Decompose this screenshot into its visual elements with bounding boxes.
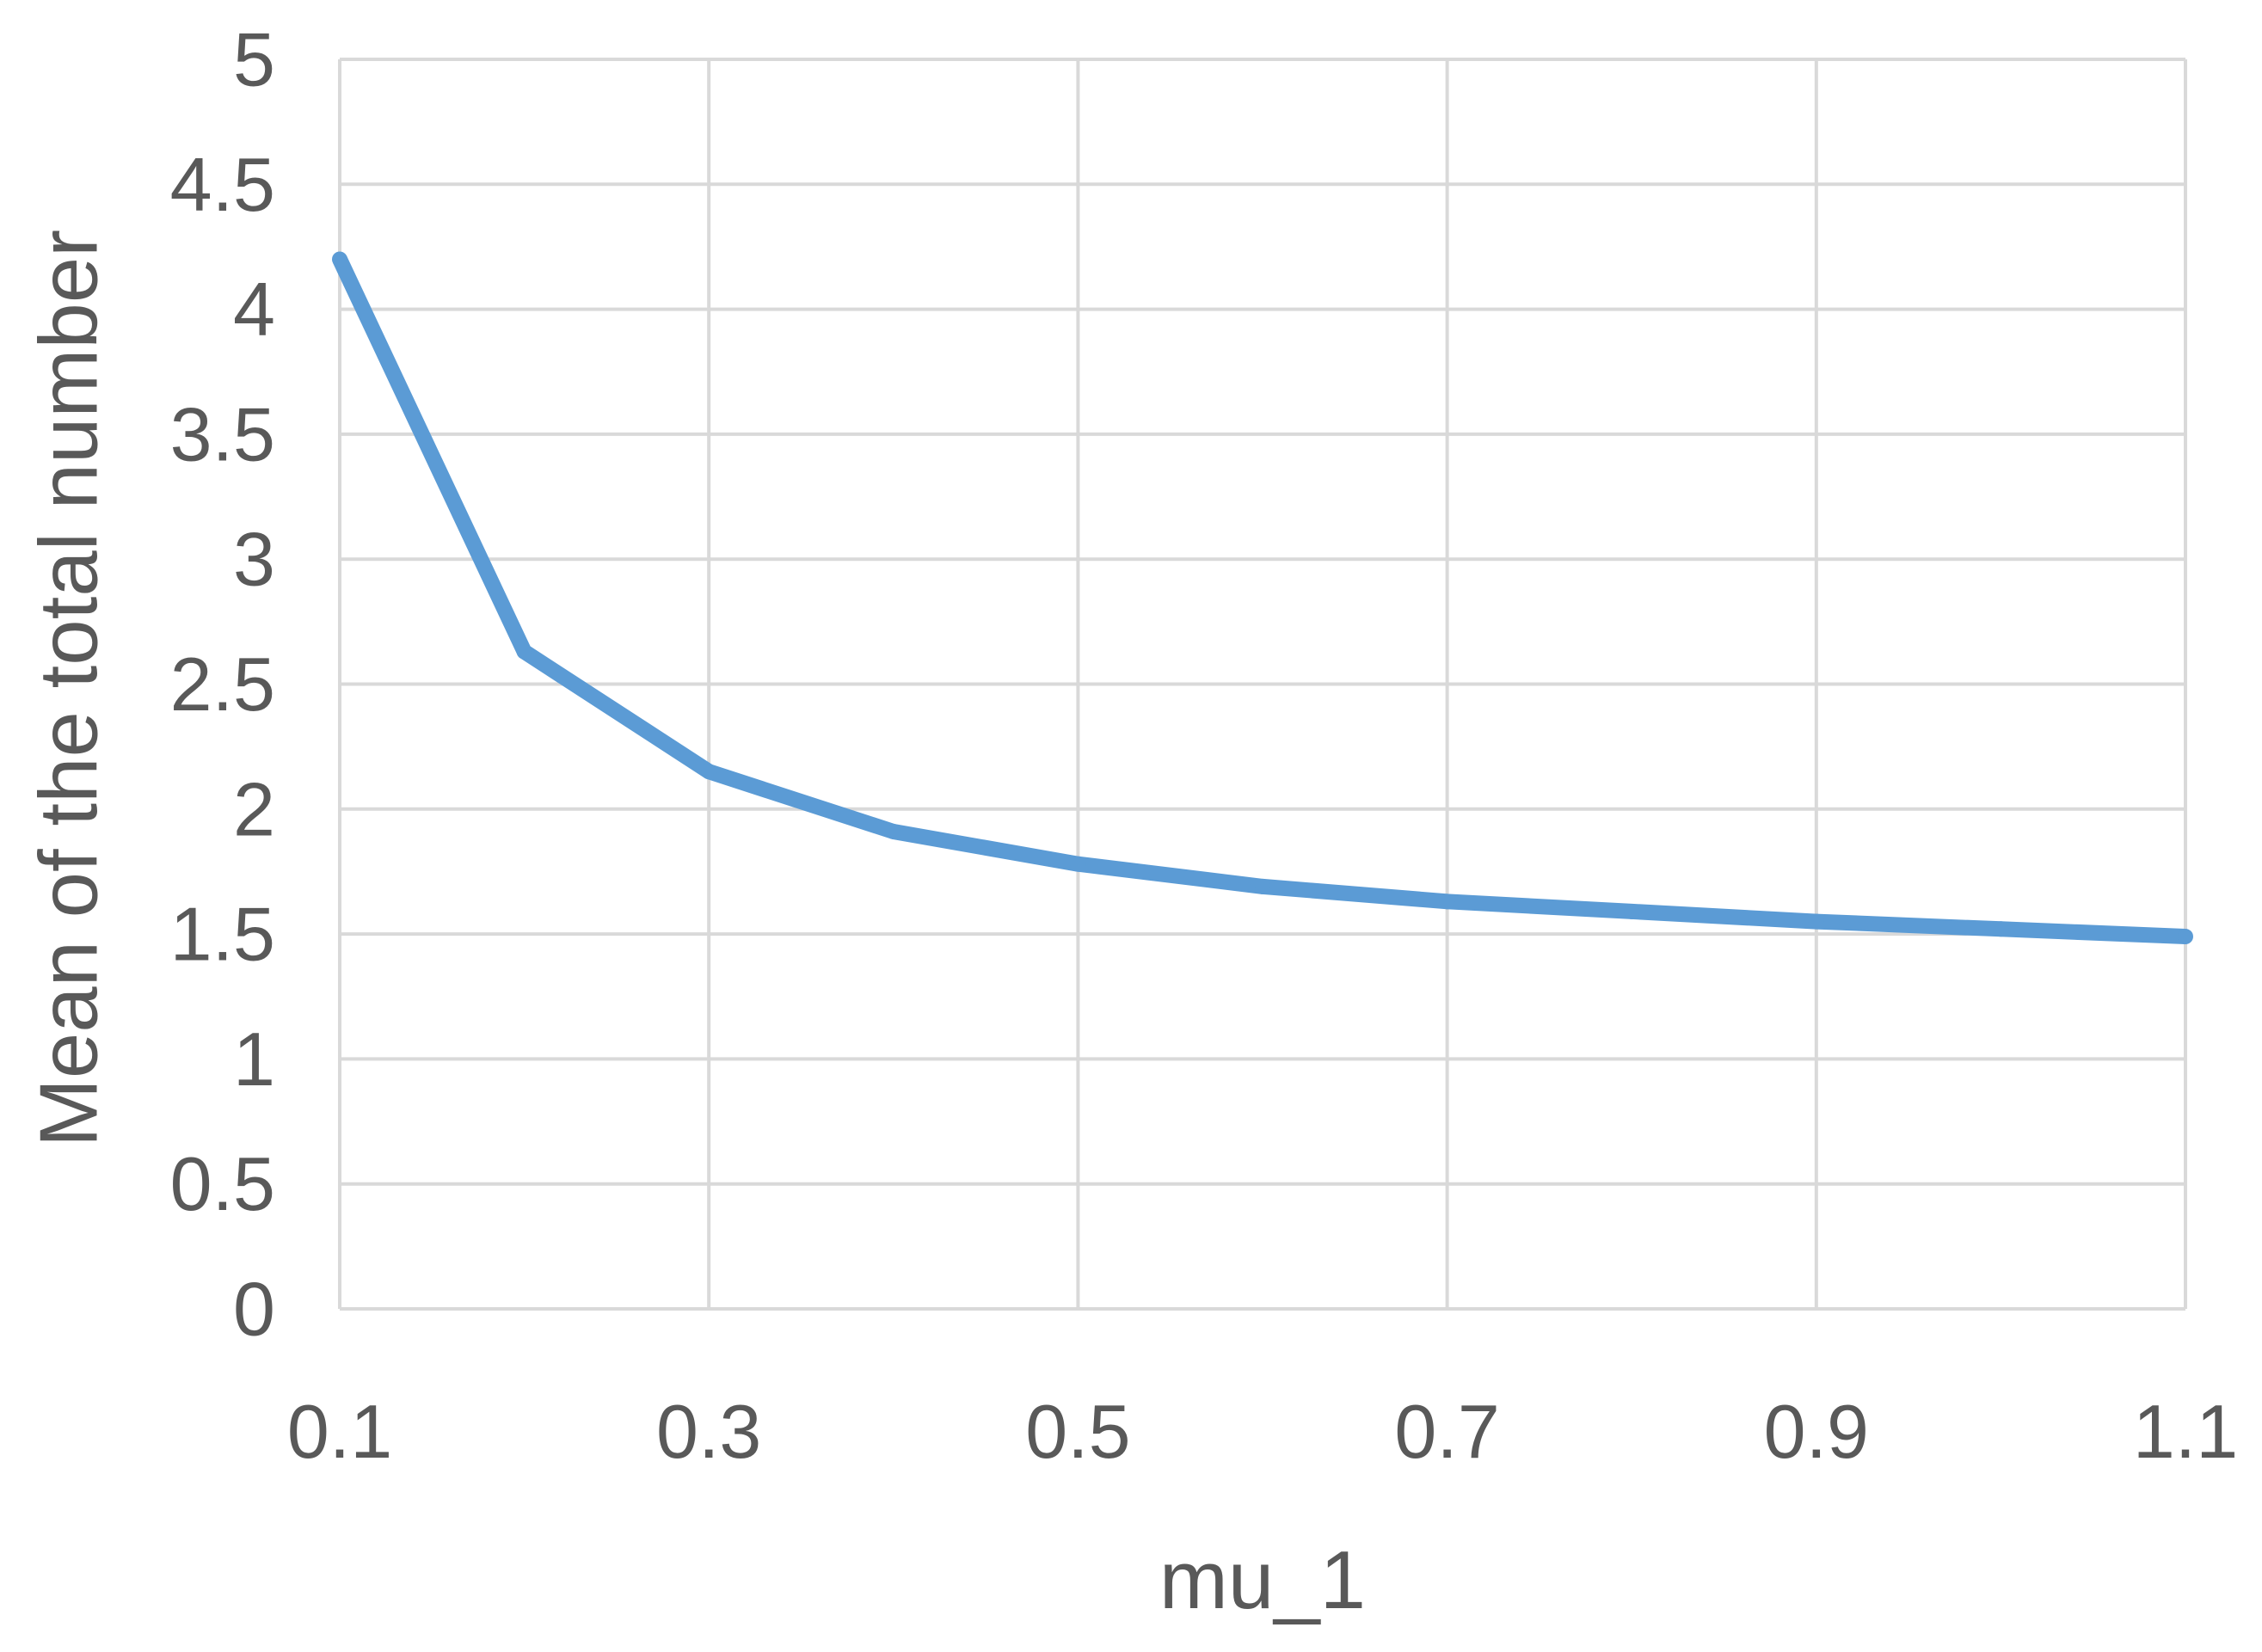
data-point: [885, 823, 901, 839]
data-point: [1255, 878, 1270, 894]
y-tick-label: 3.5: [170, 391, 275, 476]
y-axis-ticks: 0 0.5 1 1.5 2 2.5 3 3.5 4 4.5 5: [170, 17, 275, 1352]
y-tick-label: 4.5: [170, 142, 275, 227]
x-tick-label: 0.1: [287, 1389, 392, 1474]
gridlines: [338, 58, 2187, 1311]
data-point: [1808, 913, 1824, 930]
y-tick-label: 2: [233, 766, 275, 851]
y-axis-title: Mean of the total number: [23, 230, 115, 1147]
y-tick-label: 4: [233, 267, 275, 352]
data-point: [1624, 903, 1640, 919]
x-tick-label: 0.9: [1764, 1389, 1869, 1474]
y-tick-label: 2.5: [170, 642, 275, 727]
data-point: [1439, 894, 1455, 910]
data-point: [516, 643, 532, 660]
y-tick-label: 0.5: [170, 1141, 275, 1226]
data-point: [332, 251, 347, 267]
x-tick-label: 1.1: [2133, 1389, 2238, 1474]
series-line: [332, 255, 2186, 944]
data-point: [2178, 929, 2193, 945]
data-point: [701, 764, 717, 780]
x-tick-label: 0.7: [1394, 1389, 1499, 1474]
data-point: [1070, 856, 1086, 872]
y-tick-label: 3: [233, 517, 275, 602]
y-tick-label: 1: [233, 1016, 275, 1102]
y-tick-label: 0: [233, 1267, 275, 1352]
data-point: [1993, 921, 2009, 937]
series-group: [332, 251, 2193, 945]
x-tick-label: 0.5: [1025, 1389, 1130, 1474]
y-tick-label: 5: [233, 17, 275, 102]
x-tick-label: 0.3: [656, 1389, 761, 1474]
x-axis-title: mu_1: [1159, 1534, 1366, 1626]
y-tick-label: 1.5: [170, 892, 275, 977]
x-axis-ticks: 0.1 0.3 0.5 0.7 0.9 1.1: [287, 1389, 2238, 1474]
